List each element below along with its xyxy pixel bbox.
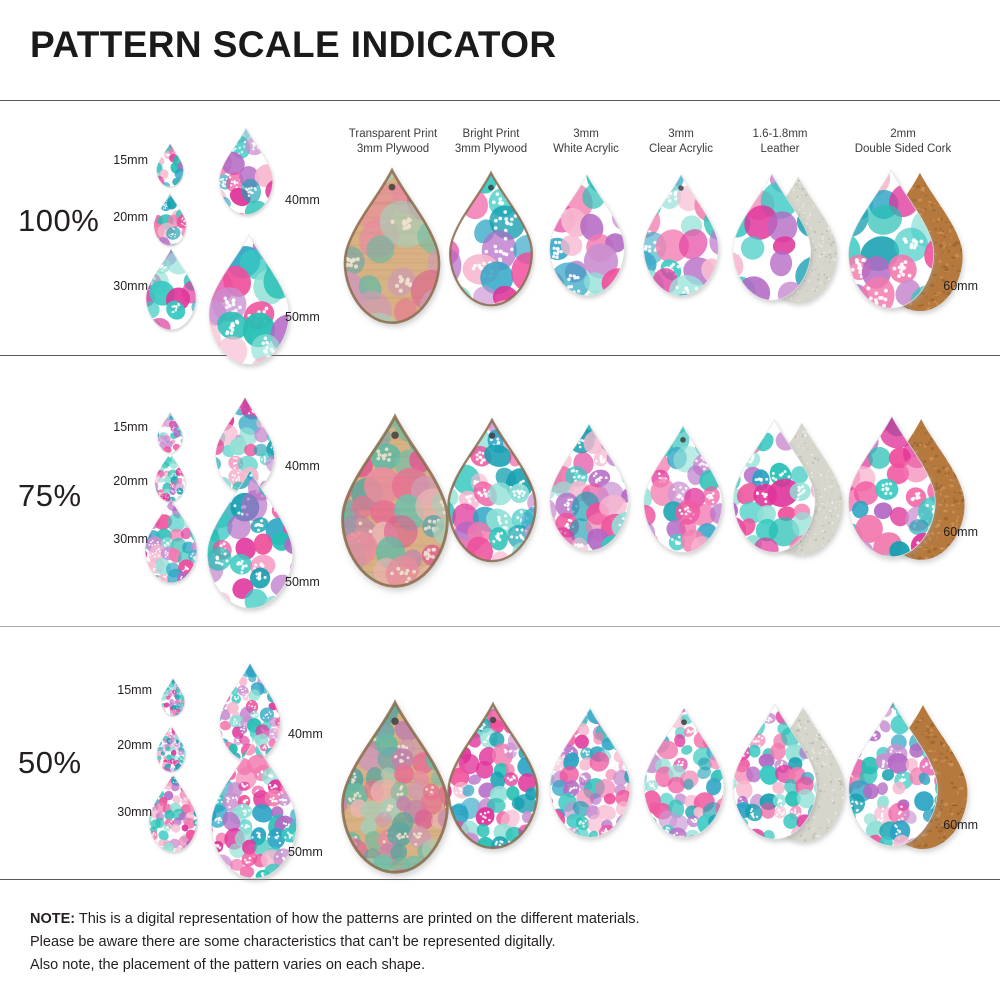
note-bold-prefix: NOTE: xyxy=(30,911,76,927)
column-header-clear-acrylic: 3mm Clear Acrylic xyxy=(591,127,771,156)
material-drop-white-acrylic-50 xyxy=(545,706,635,841)
footer-note: NOTE: This is a digital representation o… xyxy=(30,908,930,977)
sample-drop-20mm-75 xyxy=(153,452,187,503)
material-drop-transparent-print-plywood-75 xyxy=(336,413,454,591)
column-header-line1: Transparent Print xyxy=(348,128,438,140)
size-label-30mm-75: 30mm xyxy=(113,532,148,546)
size-label-50mm-100: 50mm xyxy=(285,310,320,324)
note-line-2: Please be aware there are some character… xyxy=(30,934,556,950)
size-label-15mm-75: 15mm xyxy=(113,420,148,434)
column-header-line1: 2mm xyxy=(890,128,916,140)
material-drop-leather-50 xyxy=(728,702,850,843)
divider-top xyxy=(0,100,1000,101)
material-drop-white-acrylic-100 xyxy=(545,173,629,299)
size-label-40mm-50: 40mm xyxy=(288,727,323,741)
note-line-3: Also note, the placement of the pattern … xyxy=(30,957,425,973)
sample-drop-50mm-100 xyxy=(204,233,294,368)
sample-drop-30mm-50 xyxy=(146,773,200,854)
column-header-white-acrylic: 3mm White Acrylic xyxy=(496,127,676,156)
material-size-label-100: 60mm xyxy=(943,279,978,293)
scale-percent-100: 100% xyxy=(18,203,100,238)
column-header-double-sided-cork: 2mm Double Sided Cork xyxy=(813,127,993,156)
material-drop-double-sided-cork-50 xyxy=(843,700,973,850)
column-header-line2: 3mm Plywood xyxy=(454,142,528,155)
sample-drop-40mm-50 xyxy=(216,662,284,764)
size-label-50mm-50: 50mm xyxy=(288,845,323,859)
page-title: PATTERN SCALE INDICATOR xyxy=(30,24,557,65)
size-label-30mm-50: 30mm xyxy=(117,805,152,819)
size-label-40mm-100: 40mm xyxy=(285,193,320,207)
material-drop-transparent-print-plywood-100 xyxy=(339,167,445,327)
column-header-line2: Leather xyxy=(760,142,800,155)
column-header-transparent-print-plywood: Transparent Print 3mm Plywood xyxy=(303,127,483,156)
sample-drop-15mm-100 xyxy=(155,143,185,188)
size-label-15mm-50: 15mm xyxy=(117,683,152,697)
column-header-bright-print-plywood: Bright Print 3mm Plywood xyxy=(401,127,581,156)
size-label-20mm-100: 20mm xyxy=(113,210,148,224)
material-drop-leather-100 xyxy=(728,172,842,304)
divider-row-100 xyxy=(0,355,1000,356)
scale-percent-50: 50% xyxy=(18,745,82,780)
column-header-line1: 3mm xyxy=(573,128,599,140)
size-label-50mm-75: 50mm xyxy=(285,575,320,589)
material-drop-leather-75 xyxy=(728,418,848,556)
material-drop-transparent-print-plywood-50 xyxy=(336,699,454,877)
column-header-line1: 3mm xyxy=(668,128,694,140)
divider-row-50 xyxy=(0,879,1000,880)
sample-drop-40mm-75 xyxy=(212,396,278,495)
material-drop-bright-print-plywood-75 xyxy=(443,417,541,565)
material-drop-bright-print-plywood-100 xyxy=(445,170,537,309)
material-size-label-75: 60mm xyxy=(943,525,978,539)
material-column-headers: Transparent Print 3mm Plywood Bright Print… xyxy=(330,127,1000,161)
material-drop-clear-acrylic-100 xyxy=(639,173,723,299)
column-header-line1: 1.6-1.8mm xyxy=(752,128,808,140)
column-header-line1: Bright Print xyxy=(462,128,520,140)
material-drop-clear-acrylic-50 xyxy=(639,706,729,841)
divider-row-75 xyxy=(0,626,1000,627)
sample-drop-30mm-100 xyxy=(143,248,199,332)
column-header-leather: 1.6-1.8mm Leather xyxy=(690,127,870,156)
sample-drop-20mm-100 xyxy=(152,193,188,247)
scale-percent-75: 75% xyxy=(18,478,82,513)
size-label-40mm-75: 40mm xyxy=(285,459,320,473)
sample-drop-30mm-75 xyxy=(142,498,200,585)
column-header-line2: 3mm Plywood xyxy=(356,142,430,155)
column-header-line2: White Acrylic xyxy=(553,142,619,155)
sample-drop-15mm-75 xyxy=(156,412,184,454)
material-drop-double-sided-cork-100 xyxy=(843,168,968,312)
size-label-20mm-50: 20mm xyxy=(117,738,152,752)
column-header-line2: Double Sided Cork xyxy=(854,142,952,155)
column-header-line2: Clear Acrylic xyxy=(649,142,713,155)
size-label-30mm-100: 30mm xyxy=(113,279,148,293)
material-size-label-50: 60mm xyxy=(943,818,978,832)
material-drop-clear-acrylic-75 xyxy=(639,424,727,556)
sample-drop-50mm-75 xyxy=(202,468,298,612)
size-label-20mm-75: 20mm xyxy=(113,474,148,488)
material-drop-bright-print-plywood-50 xyxy=(443,701,543,852)
material-drop-double-sided-cork-75 xyxy=(843,414,970,561)
sample-drop-40mm-100 xyxy=(216,127,276,217)
sample-drop-15mm-50 xyxy=(160,678,186,717)
size-label-15mm-100: 15mm xyxy=(113,153,148,167)
sample-drop-50mm-50 xyxy=(206,738,302,882)
sample-drop-20mm-50 xyxy=(155,725,187,773)
note-line-1: This is a digital representation of how … xyxy=(75,911,640,927)
material-drop-white-acrylic-75 xyxy=(545,422,633,554)
